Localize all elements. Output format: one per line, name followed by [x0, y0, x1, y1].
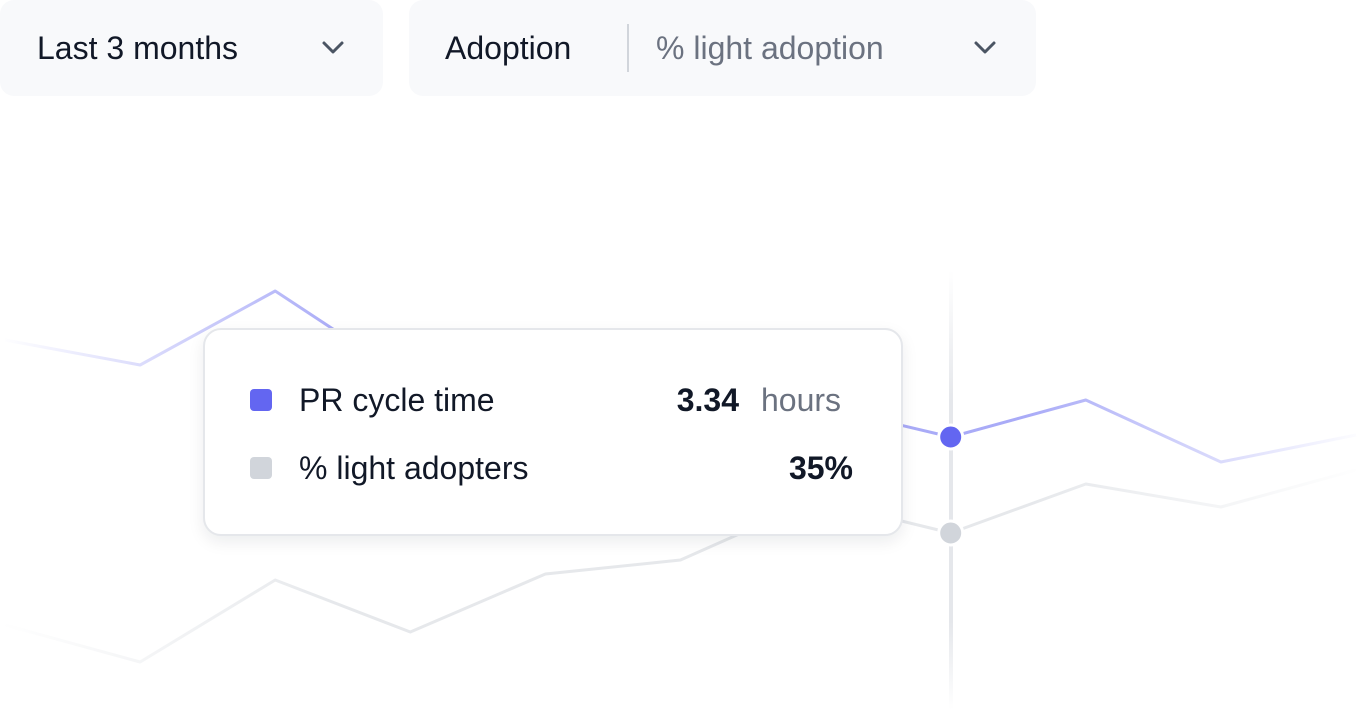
series-value: 35% [788, 450, 853, 486]
divider [627, 24, 629, 72]
period-label: Last 3 months [37, 29, 238, 66]
chevron [322, 41, 344, 54]
tooltip: PR cycle time 3.34 hours % light adopter… [203, 328, 903, 536]
swatch [250, 389, 272, 411]
highlight-point [937, 423, 965, 451]
series-name: PR cycle time [299, 382, 495, 418]
highlight-point [937, 519, 965, 547]
chevron [974, 41, 996, 54]
tooltip-row: % light adopters 35% [205, 448, 901, 488]
metric-label: % light adoption [656, 29, 884, 66]
series-name: % light adopters [299, 450, 529, 486]
series-value: 3.34 [676, 382, 739, 418]
unit: hours [761, 382, 842, 418]
swatch [250, 457, 272, 479]
period-dropdown[interactable]: Last 3 months [0, 0, 383, 96]
hover-line [949, 270, 953, 710]
series-line [4, 468, 1357, 664]
metric-dropdown[interactable]: Adoption % light adoption [409, 0, 1036, 96]
metric-group-label: Adoption [445, 29, 572, 66]
tooltip-row: PR cycle time 3.34 hours [205, 380, 901, 420]
